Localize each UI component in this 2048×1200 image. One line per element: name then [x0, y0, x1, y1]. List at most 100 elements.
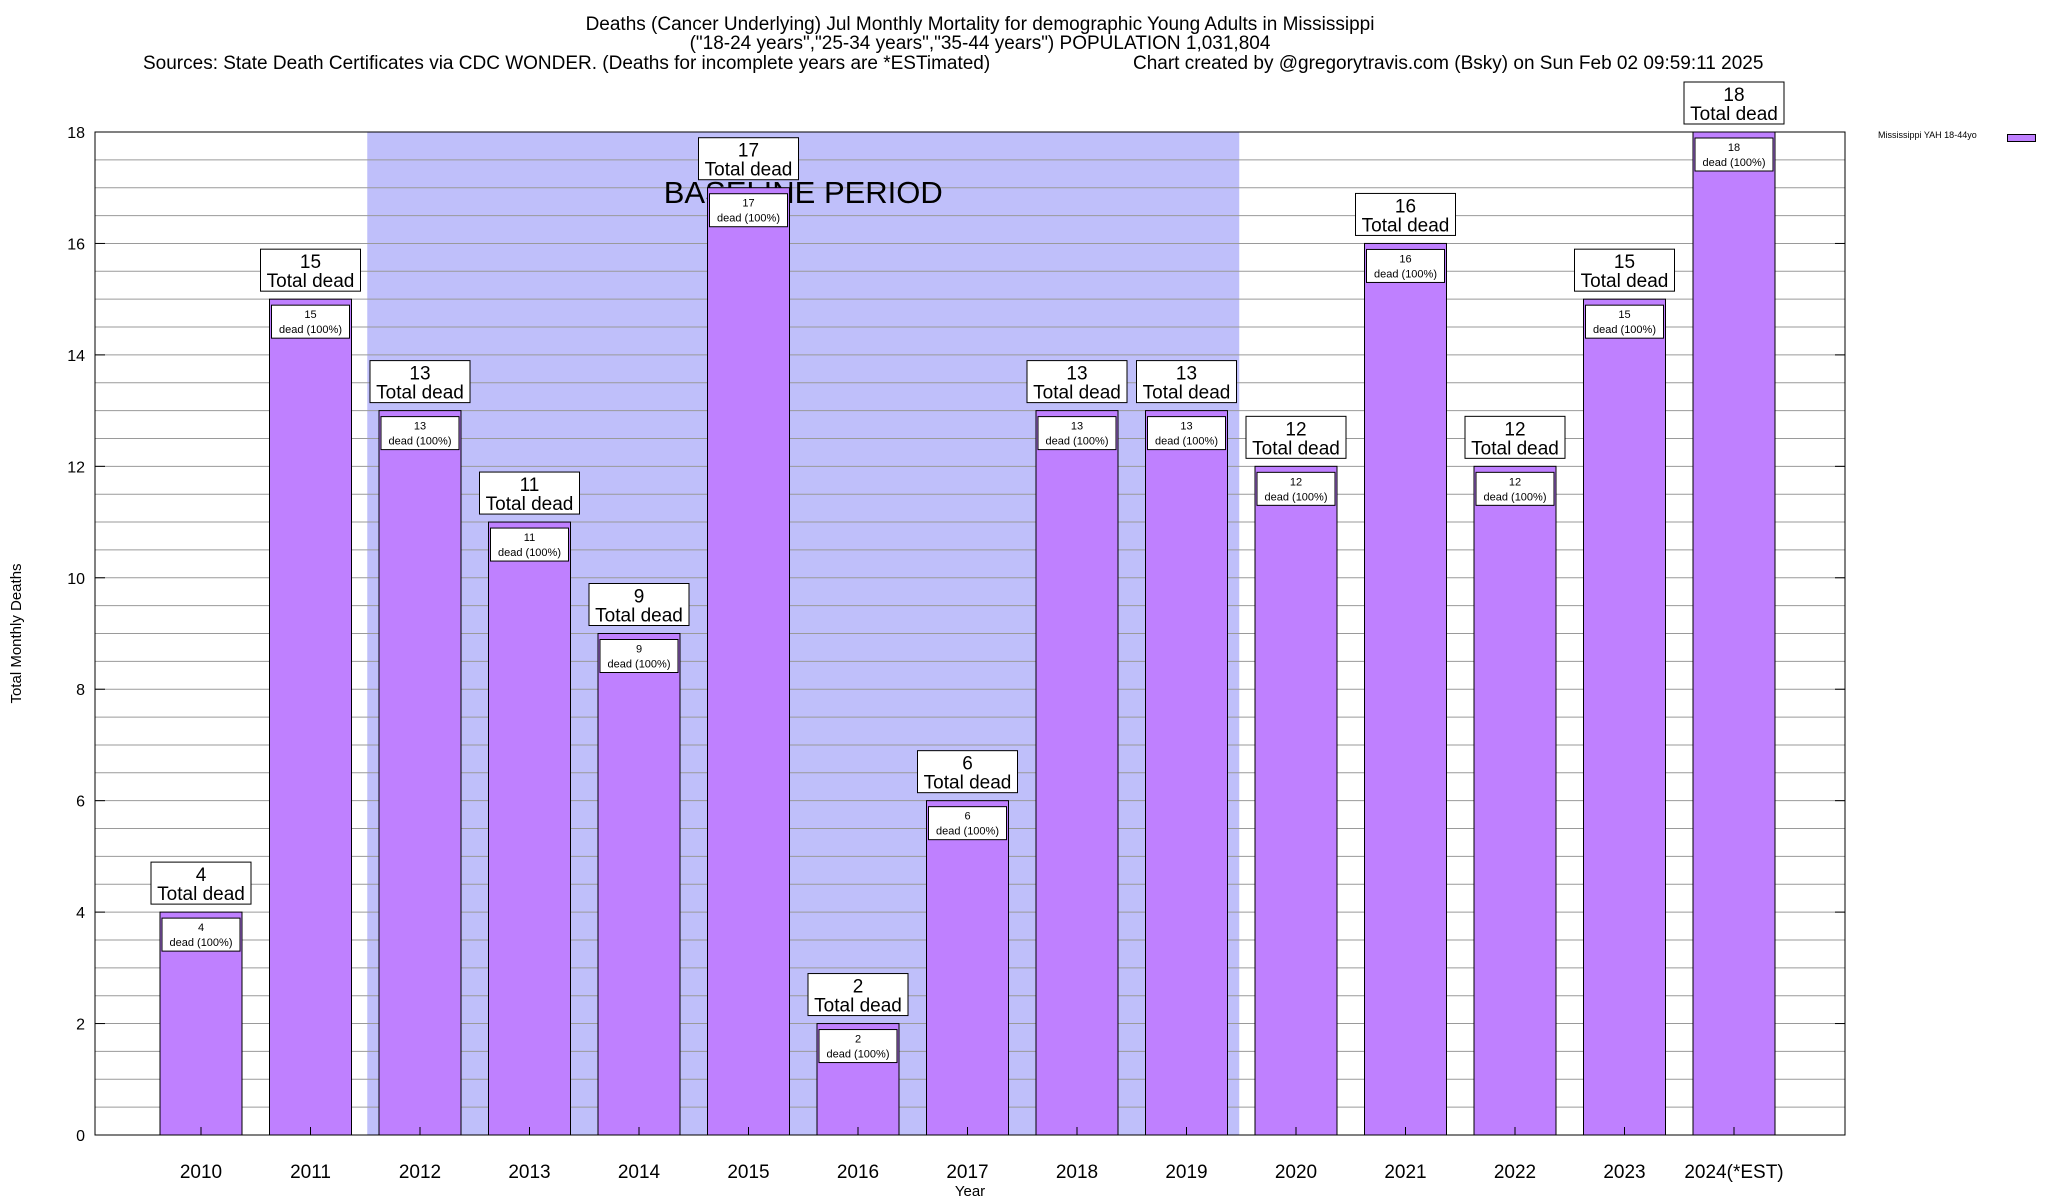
inner-label-value: 12: [1509, 476, 1521, 488]
inner-label-box: [1585, 304, 1664, 339]
chart-title: Deaths (Cancer Underlying) Jul Monthly M…: [585, 14, 1375, 35]
top-label-text: Total dead: [267, 271, 355, 292]
bar: [597, 633, 681, 1136]
inner-label-value: 2: [855, 1034, 861, 1046]
inner-label-value: 11: [524, 532, 535, 544]
inner-label-value: 6: [964, 811, 970, 823]
top-label-box: [1464, 415, 1566, 459]
top-label-text: Total dead: [1690, 104, 1778, 125]
inner-label-text: dead (100%): [1265, 491, 1328, 503]
top-label-text: Total dead: [924, 773, 1012, 794]
top-label-text: Total dead: [1362, 215, 1450, 236]
inner-label-text: dead (100%): [936, 826, 999, 838]
top-label-box: [1574, 248, 1675, 292]
top-label-value: 16: [1395, 196, 1416, 217]
x-tick-label: 2019: [1165, 1162, 1207, 1183]
inner-label-value: 9: [636, 644, 642, 656]
inner-label-text: dead (100%): [1484, 491, 1547, 503]
top-label-text: Total dead: [1471, 438, 1559, 459]
bar: [707, 187, 790, 1136]
top-label-text: Total dead: [705, 160, 793, 181]
x-tick-label: 2012: [399, 1162, 441, 1183]
top-label-box: [698, 137, 799, 181]
inner-label-box: [1475, 471, 1555, 506]
top-label-text: Total dead: [1252, 438, 1340, 459]
y-tick-label: 8: [76, 682, 85, 699]
top-label-box: [150, 861, 252, 905]
top-label-value: 13: [1176, 364, 1197, 385]
inner-label-text: dead (100%): [1046, 436, 1109, 448]
chart-subtitle: ("18-24 years","25-34 years","35-44 year…: [689, 33, 1271, 54]
inner-label-text: dead (100%): [1593, 324, 1656, 336]
top-label-value: 6: [962, 754, 973, 775]
top-label-box: [588, 583, 690, 626]
x-axis-title: Year: [955, 1183, 985, 1200]
inner-label-text: dead (100%): [389, 436, 452, 448]
bar: [1692, 131, 1776, 1136]
x-tick-label: 2024(*EST): [1684, 1162, 1783, 1183]
inner-label-box: [380, 416, 460, 451]
inner-label-text: dead (100%): [1374, 268, 1437, 280]
bar: [1583, 298, 1666, 1136]
inner-label-box: [1366, 248, 1445, 283]
top-label-box: [1026, 360, 1128, 404]
bar: [269, 298, 352, 1136]
bar: [1473, 465, 1557, 1136]
bar: [488, 521, 571, 1136]
inner-label-value: 15: [304, 309, 316, 321]
inner-label-box: [928, 806, 1007, 841]
top-label-box: [479, 471, 580, 515]
top-label-value: 15: [1614, 252, 1635, 273]
inner-label-text: dead (100%): [1703, 157, 1766, 169]
y-tick-label: 6: [76, 794, 85, 811]
legend-label: Mississippi YAH 18-44yo: [1878, 130, 1977, 140]
inner-label-value: 13: [414, 421, 426, 433]
top-label-value: 12: [1504, 419, 1525, 440]
bar: [1035, 410, 1119, 1136]
top-label-value: 9: [634, 587, 645, 608]
y-tick-label: 2: [76, 1017, 85, 1034]
top-label-value: 11: [520, 475, 540, 496]
top-label-text: Total dead: [1581, 271, 1669, 292]
y-tick-label: 0: [76, 1128, 85, 1145]
top-label-value: 2: [853, 977, 864, 998]
inner-label-box: [1037, 416, 1117, 451]
y-tick-label: 14: [67, 348, 85, 365]
x-tick-label: 2017: [946, 1162, 988, 1183]
top-label-text: Total dead: [1033, 383, 1121, 404]
x-tick-label: 2014: [618, 1162, 661, 1183]
inner-label-value: 15: [1618, 309, 1630, 321]
x-tick-label: 2015: [727, 1162, 769, 1183]
top-label-box: [1355, 192, 1456, 236]
chart-sources: Sources: State Death Certificates via CD…: [143, 53, 991, 74]
top-label-value: 18: [1723, 85, 1744, 106]
inner-label-text: dead (100%): [279, 324, 342, 336]
y-tick-label: 16: [67, 236, 85, 253]
inner-label-box: [271, 304, 350, 339]
legend-swatch: [2007, 134, 2036, 142]
top-label-box: [369, 360, 471, 404]
x-tick-label: 2011: [290, 1162, 331, 1183]
inner-label-value: 13: [1180, 421, 1192, 433]
inner-label-text: dead (100%): [608, 659, 671, 671]
inner-label-value: 18: [1728, 142, 1740, 154]
inner-label-box: [1147, 416, 1226, 451]
inner-label-box: [709, 193, 788, 228]
y-tick-label: 18: [67, 125, 85, 142]
x-tick-label: 2018: [1056, 1162, 1098, 1183]
inner-label-box: [599, 639, 679, 673]
x-tick-label: 2013: [508, 1162, 550, 1183]
top-label-text: Total dead: [486, 494, 574, 515]
top-label-value: 17: [738, 141, 759, 162]
bar: [926, 800, 1009, 1136]
y-axis-title: Total Monthly Deaths: [8, 563, 25, 703]
bar: [1145, 410, 1228, 1136]
inner-label-text: dead (100%): [170, 937, 233, 949]
y-tick-label: 10: [67, 571, 85, 588]
y-tick-label: 12: [67, 459, 85, 476]
top-label-box: [1136, 360, 1237, 404]
inner-label-text: dead (100%): [827, 1049, 890, 1061]
y-tick-label: 4: [76, 905, 85, 922]
top-label-box: [1245, 415, 1347, 459]
top-label-text: Total dead: [814, 996, 902, 1017]
